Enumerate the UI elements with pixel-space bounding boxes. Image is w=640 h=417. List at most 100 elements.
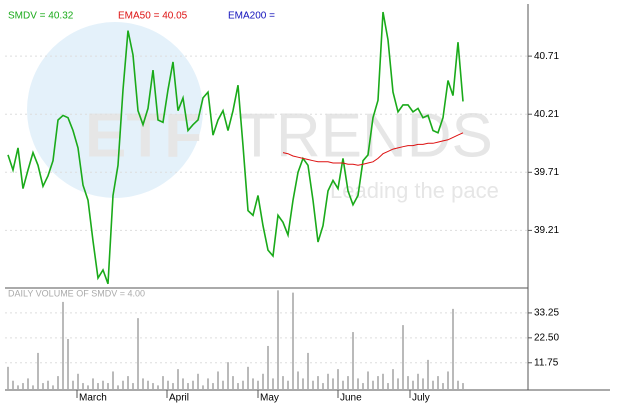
volume-bar xyxy=(272,378,274,390)
volume-bar xyxy=(277,290,279,390)
volume-bar xyxy=(447,371,449,390)
volume-bar xyxy=(32,385,34,390)
volume-bar xyxy=(242,380,244,390)
volume-bar xyxy=(457,380,459,390)
volume-bar xyxy=(252,378,254,390)
volume-bar xyxy=(257,380,259,390)
y-tick-label: 33.25 xyxy=(534,308,559,319)
volume-bar xyxy=(292,292,294,390)
volume-bar xyxy=(67,339,69,390)
volume-bar xyxy=(92,378,94,390)
volume-bar xyxy=(212,383,214,390)
volume-bar xyxy=(52,385,54,390)
volume-title: DAILY VOLUME OF SMDV = 4.00 xyxy=(8,288,145,298)
volume-bar xyxy=(27,378,29,390)
volume-bar xyxy=(287,380,289,390)
volume-bar xyxy=(427,359,429,390)
volume-bar xyxy=(362,383,364,390)
volume-bar xyxy=(62,301,64,390)
x-tick-label: June xyxy=(340,393,362,404)
volume-bar xyxy=(12,380,14,390)
volume-bar xyxy=(227,362,229,390)
volume-bar xyxy=(107,383,109,390)
volume-bar xyxy=(407,376,409,390)
price-line xyxy=(282,132,464,166)
volume-bar xyxy=(7,366,9,390)
volume-bar xyxy=(177,369,179,390)
volume-bar xyxy=(327,373,329,390)
volume-bar xyxy=(357,378,359,390)
volume-bar xyxy=(17,385,19,390)
volume-bar xyxy=(167,380,169,390)
volume-bar xyxy=(232,376,234,390)
volume-bar xyxy=(322,383,324,390)
volume-bar xyxy=(57,376,59,390)
volume-bar xyxy=(112,371,114,390)
volume-bar xyxy=(172,383,174,390)
x-tick-label: May xyxy=(260,393,279,404)
volume-bar xyxy=(307,352,309,390)
x-tick-label: July xyxy=(412,393,430,404)
volume-bar xyxy=(122,380,124,390)
volume-bar xyxy=(402,325,404,390)
volume-bar xyxy=(202,385,204,390)
volume-bar xyxy=(197,373,199,390)
volume-bar xyxy=(462,383,464,390)
volume-bar xyxy=(452,308,454,390)
legend-entry: SMDV = 40.32 xyxy=(8,11,74,22)
y-tick-label: 11.75 xyxy=(534,357,559,368)
volume-bar xyxy=(342,380,344,390)
x-tick-label: April xyxy=(169,393,189,404)
volume-bar xyxy=(352,332,354,390)
volume-bar xyxy=(152,383,154,390)
volume-bar xyxy=(47,380,49,390)
volume-bar xyxy=(157,385,159,390)
volume-bar xyxy=(442,383,444,390)
volume-bar xyxy=(347,376,349,390)
volume-bar xyxy=(377,376,379,390)
volume-bar xyxy=(102,380,104,390)
volume-bar xyxy=(217,371,219,390)
volume-bar xyxy=(262,373,264,390)
volume-bar xyxy=(297,371,299,390)
volume-bar xyxy=(382,373,384,390)
legend-entry: EMA200 = xyxy=(228,11,275,22)
y-tick-label: 40.71 xyxy=(534,51,559,62)
volume-bar xyxy=(392,369,394,390)
volume-bar xyxy=(237,383,239,390)
volume-bar xyxy=(147,380,149,390)
volume-bar xyxy=(317,376,319,390)
watermark: ETF xyxy=(85,101,202,170)
volume-bar xyxy=(22,383,24,390)
volume-bar xyxy=(387,383,389,390)
volume-bar xyxy=(87,385,89,390)
volume-bar xyxy=(182,378,184,390)
volume-bar xyxy=(247,366,249,390)
volume-bar xyxy=(282,376,284,390)
volume-bar xyxy=(192,380,194,390)
price-line xyxy=(7,11,464,285)
volume-bar xyxy=(397,378,399,390)
watermark: TRENDS xyxy=(238,101,493,170)
volume-bar xyxy=(267,345,269,390)
volume-bar xyxy=(72,380,74,390)
volume-bar xyxy=(137,318,139,390)
volume-bar xyxy=(367,371,369,390)
volume-bar xyxy=(437,376,439,390)
volume-bar xyxy=(187,383,189,390)
volume-bar xyxy=(412,380,414,390)
y-tick-label: 39.71 xyxy=(534,167,559,178)
volume-bar xyxy=(417,373,419,390)
legend-entry: EMA50 = 40.05 xyxy=(118,11,188,22)
volume-bar xyxy=(117,385,119,390)
watermark-circle xyxy=(27,22,203,198)
volume-bar xyxy=(162,376,164,390)
volume-bar xyxy=(302,378,304,390)
volume-bar xyxy=(432,380,434,390)
volume-bar xyxy=(42,383,44,390)
volume-bar xyxy=(132,383,134,390)
volume-bar xyxy=(82,383,84,390)
volume-bar xyxy=(372,380,374,390)
x-tick-label: March xyxy=(79,393,107,404)
